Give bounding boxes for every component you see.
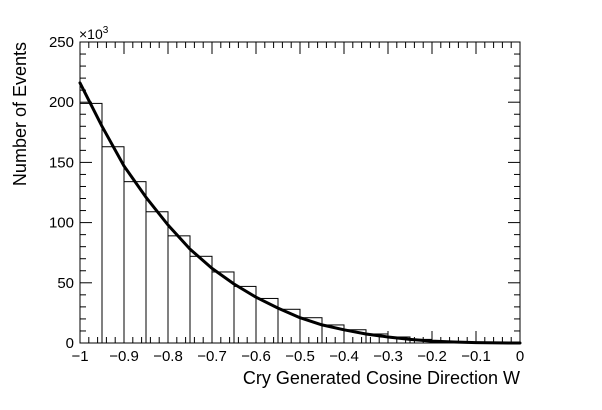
y-axis-multiplier: ×103 [79,25,109,42]
histogram-series [79,102,521,344]
histogram-bin [167,235,191,344]
fit-curve-line [78,81,522,345]
x-tick-label: −0.3 [373,348,403,365]
histogram-bin [123,181,147,344]
y-tick-label: 0 [66,335,74,352]
histogram-bin [145,211,169,344]
y-tick-label: 150 [49,154,74,171]
y-axis-multiplier-exponent: 3 [103,25,109,36]
histogram-bin [101,146,125,344]
x-tick-label: −0.2 [417,348,447,365]
y-tick-label: 200 [49,94,74,111]
y-axis-multiplier-base: ×10 [79,26,103,42]
x-tick-label: −0.6 [241,348,271,365]
y-tick-label: 50 [57,275,74,292]
y-axis-label: Number of Events [10,42,30,186]
histogram-bin [189,255,213,344]
x-tick-label: −0.8 [153,348,183,365]
x-tick-label: −0.7 [197,348,227,365]
x-tick-label: −0.5 [285,348,315,365]
x-tick-label: 0 [516,348,524,365]
x-tick-label: −0.9 [109,348,139,365]
x-tick-label: −0.4 [329,348,359,365]
x-axis-label: Cry Generated Cosine Direction W [243,368,520,388]
y-axis: 0 50 100 150 200 250 [49,34,520,352]
y-tick-label: 100 [49,215,74,232]
fit-curve-series [78,81,522,345]
x-tick-label: −1 [71,348,88,365]
x-tick-label: −0.1 [461,348,491,365]
y-tick-label: 250 [49,34,74,51]
x-axis: −1 −0.9 −0.8 −0.7 −0.6 −0.5 −0.4 −0.3 −0.2 −0.1 0 [71,42,524,365]
